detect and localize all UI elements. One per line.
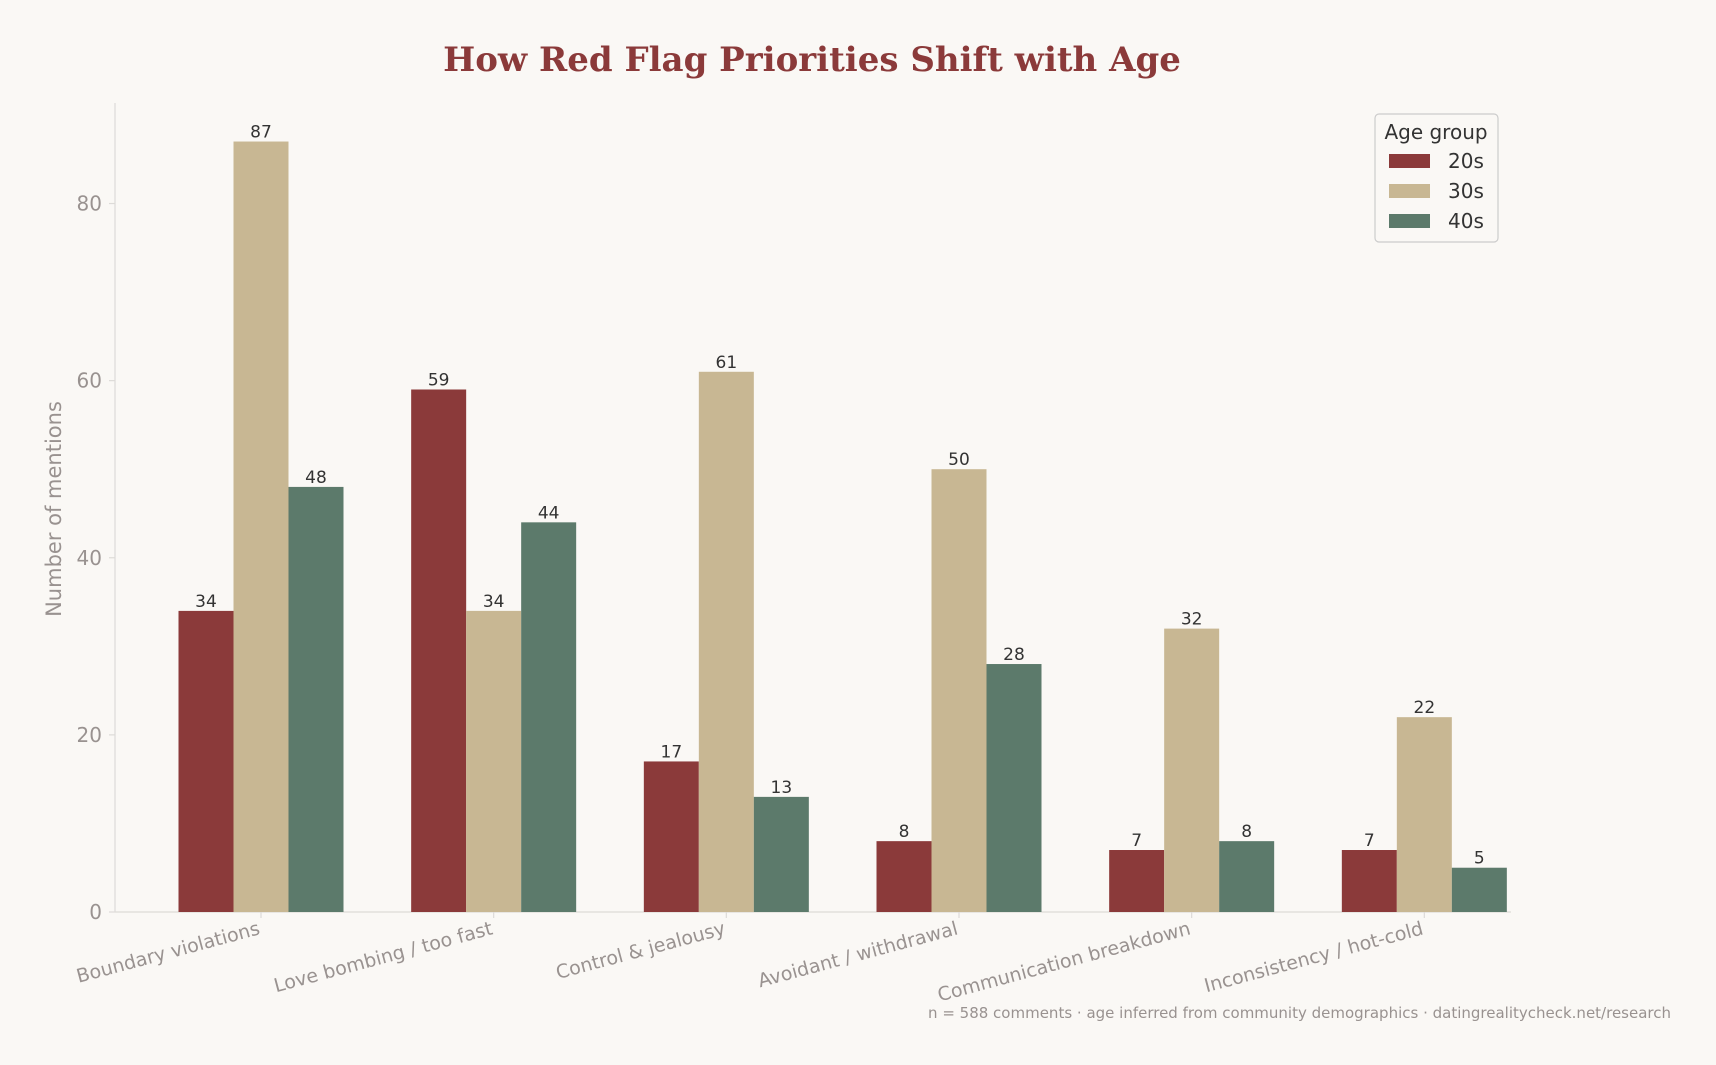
legend-swatch [1389,154,1430,168]
bar [1396,717,1452,912]
y-tick-label: 20 [77,723,102,747]
bar [1451,867,1507,912]
data-label: 8 [899,822,910,842]
bar [986,664,1042,912]
y-tick-label: 80 [77,192,102,216]
legend-label: 20s [1448,149,1484,173]
bar [753,796,809,912]
x-tick-label: Boundary violations [74,918,262,988]
data-label: 61 [716,353,738,373]
legend-swatch [1389,214,1430,228]
chart-title: How Red Flag Priorities Shift with Age [443,40,1181,80]
y-axis-ticks: 0 20 40 60 80 [77,192,115,924]
data-label: 32 [1181,610,1203,630]
x-tick-label: Avoidant / withdrawal [756,918,961,993]
x-tick-label: Communication breakdown [935,918,1193,1007]
bars [178,141,1507,912]
data-label: 17 [661,742,683,762]
data-label: 44 [538,503,560,523]
data-label: 22 [1414,698,1436,718]
bar [178,610,234,912]
y-tick-label: 40 [77,546,102,570]
data-label: 48 [305,468,327,488]
data-label: 34 [483,592,505,612]
x-tick-label: Love bombing / too fast [272,918,495,998]
legend-label: 40s [1448,209,1484,233]
bar [643,761,699,912]
data-label: 87 [250,123,272,143]
legend-title: Age group [1384,120,1487,144]
bar [288,486,344,912]
bar [466,610,522,912]
data-label: 28 [1003,645,1025,665]
y-tick-label: 60 [77,369,102,393]
bar [698,371,754,912]
legend: Age group 20s 30s 40s [1374,113,1499,243]
x-tick-label: Inconsistency / hot-cold [1202,918,1426,998]
bar [1341,850,1397,912]
data-label: 5 [1474,849,1485,869]
data-label: 50 [948,450,970,470]
bar [1219,841,1275,912]
data-label: 34 [195,592,217,612]
data-label: 7 [1364,831,1375,851]
legend-label: 30s [1448,179,1484,203]
data-label: 59 [428,370,450,390]
bar [931,469,987,912]
bar [411,389,467,912]
footnote: n = 588 comments · age inferred from com… [928,1004,1671,1022]
x-tick-label: Control & jealousy [554,918,728,984]
legend-box [1374,113,1499,243]
data-label: 8 [1241,822,1252,842]
bar [521,522,577,912]
bar [233,141,289,912]
bar [1164,628,1220,912]
data-label: 13 [771,778,793,798]
data-label: 7 [1131,831,1142,851]
y-tick-label: 0 [89,900,102,924]
y-axis-title: Number of mentions [42,401,66,617]
x-axis-ticks: Boundary violations Love bombing / too fa… [74,912,1426,1007]
bar [1109,850,1165,912]
legend-items: 20s 30s 40s [1389,149,1484,233]
bar [876,841,932,912]
legend-swatch [1389,184,1430,198]
